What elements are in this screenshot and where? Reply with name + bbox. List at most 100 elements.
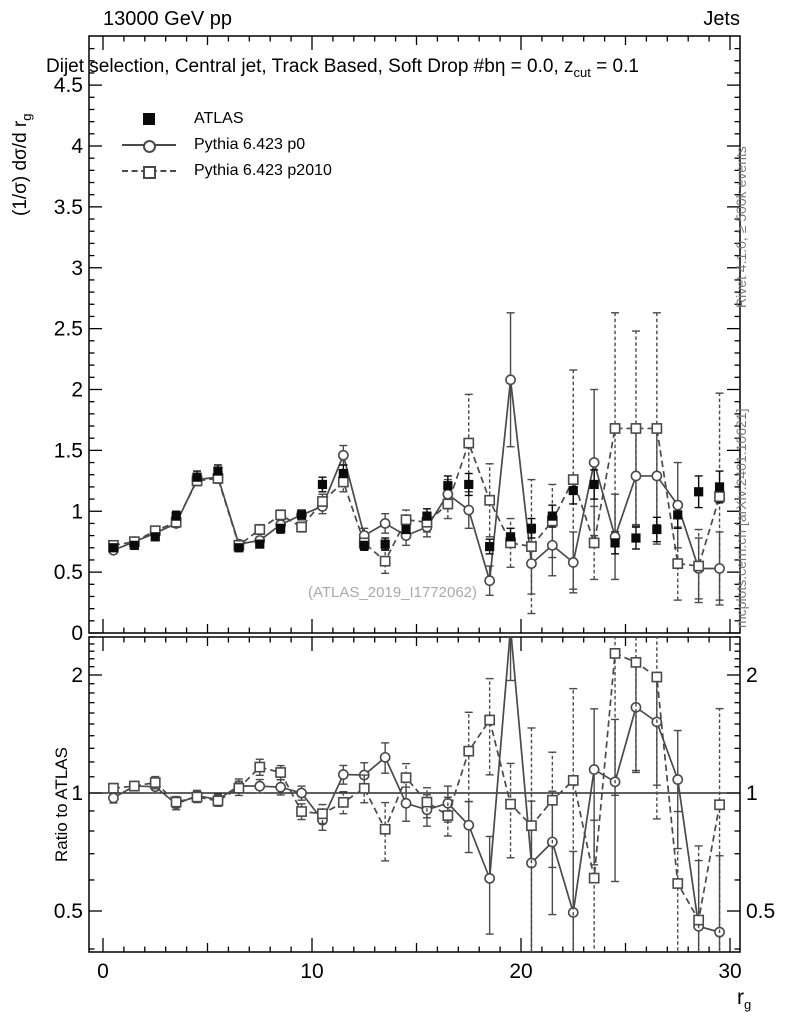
data-point-data-filled-square bbox=[694, 487, 704, 497]
ratio-panel-series bbox=[108, 637, 725, 952]
y-tick-label: 1.5 bbox=[54, 439, 83, 462]
data-point-dashed-open-square bbox=[442, 810, 454, 821]
data-point-dashed-open-square bbox=[233, 782, 245, 794]
y-tick-label: 4.5 bbox=[54, 74, 83, 97]
y-tick-label: 2.5 bbox=[54, 318, 83, 341]
data-point-solid-open-circle bbox=[400, 797, 412, 809]
x-tick-label: 0 bbox=[97, 960, 109, 983]
data-point-data-filled-square bbox=[234, 543, 244, 553]
data-point-dashed-open-square bbox=[317, 808, 328, 820]
data-point-dashed-open-square bbox=[337, 796, 349, 808]
data-point-dashed-open-square bbox=[630, 423, 642, 434]
data-point-solid-open-circle bbox=[463, 819, 475, 831]
y-tick-label: 3 bbox=[71, 257, 83, 280]
data-point-dashed-open-square bbox=[296, 806, 307, 817]
x-tick-label: 20 bbox=[509, 960, 532, 983]
data-point-dashed-open-square bbox=[609, 423, 621, 434]
data-point-solid-open-circle bbox=[672, 774, 684, 785]
ratio-tick-label-left: 2 bbox=[71, 664, 83, 687]
data-point-solid-open-circle bbox=[337, 769, 349, 780]
data-point-dashed-open-square bbox=[630, 656, 642, 668]
main-panel-series bbox=[108, 312, 725, 615]
data-point-dashed-open-square bbox=[484, 494, 496, 506]
data-point-dashed-open-square bbox=[672, 558, 684, 570]
data-point-data-filled-square bbox=[317, 479, 328, 490]
x-tick-label: 30 bbox=[718, 960, 741, 983]
ratio-axis-label: Ratio to ATLAS bbox=[52, 747, 71, 862]
data-point-data-filled-square bbox=[401, 524, 411, 535]
data-point-dashed-open-square bbox=[651, 423, 663, 434]
y-tick-label: 3.5 bbox=[54, 196, 83, 219]
data-point-data-filled-square bbox=[255, 539, 265, 549]
data-point-dashed-open-square bbox=[526, 541, 537, 552]
data-point-solid-open-circle bbox=[526, 558, 537, 570]
data-point-dashed-open-square bbox=[212, 795, 224, 807]
data-point-data-filled-square bbox=[485, 541, 495, 552]
data-point-dashed-open-square bbox=[526, 820, 537, 832]
series-line-solid bbox=[113, 637, 720, 933]
data-point-dashed-open-square bbox=[149, 777, 161, 788]
circle-line-marker-icon bbox=[122, 136, 176, 154]
data-point-dashed-open-square bbox=[609, 648, 621, 659]
data-point-dashed-open-square bbox=[714, 799, 725, 811]
ratio-tick-label-left: 0.5 bbox=[54, 900, 83, 923]
y-tick-label: 4 bbox=[71, 135, 83, 158]
legend-label-pythia-p2010: Pythia 6.423 p2010 bbox=[194, 162, 332, 179]
y-axis-label: (1/σ) dσ/d rg bbox=[10, 114, 34, 217]
data-point-dashed-open-square bbox=[400, 514, 412, 526]
ratio-tick-label-left: 1 bbox=[71, 782, 83, 805]
data-point-solid-open-circle bbox=[484, 872, 496, 884]
data-point-data-filled-square bbox=[652, 524, 662, 535]
data-point-dashed-open-square bbox=[337, 476, 349, 488]
y-tick-label: 2 bbox=[71, 379, 83, 402]
data-point-dashed-open-square bbox=[484, 714, 496, 726]
data-point-dashed-open-square bbox=[693, 914, 705, 926]
data-point-data-filled-square bbox=[150, 532, 160, 542]
legend-item-pythia-p0: Pythia 6.423 p0 bbox=[122, 132, 332, 158]
data-point-solid-open-circle bbox=[254, 780, 266, 792]
data-point-dashed-open-square bbox=[463, 745, 475, 757]
legend: ATLAS Pythia 6.423 p0 Pythia 6.423 p2010 bbox=[122, 106, 332, 184]
data-point-solid-open-circle bbox=[463, 504, 475, 516]
x-tick-label: 10 bbox=[300, 960, 323, 983]
data-point-dashed-open-square bbox=[191, 791, 203, 803]
data-point-dashed-open-square bbox=[275, 767, 287, 778]
data-point-solid-open-circle bbox=[588, 764, 600, 775]
data-point-data-filled-square bbox=[192, 472, 202, 482]
ratio-tick-label-right: 0.5 bbox=[746, 900, 775, 923]
data-point-solid-open-circle bbox=[484, 575, 496, 587]
data-point-solid-open-circle bbox=[546, 539, 558, 551]
filled-square-marker-icon bbox=[122, 110, 176, 128]
data-point-data-filled-square bbox=[547, 511, 557, 521]
data-point-dashed-open-square bbox=[588, 872, 600, 884]
y-tick-label: 1 bbox=[71, 500, 83, 523]
y-axis-label-sub: g bbox=[18, 113, 34, 121]
y-tick-label: 0.5 bbox=[54, 561, 83, 584]
x-axis-label-sub: g bbox=[744, 997, 752, 1013]
data-point-dashed-open-square bbox=[567, 474, 579, 485]
data-point-solid-open-circle bbox=[672, 499, 684, 511]
data-point-data-filled-square bbox=[631, 533, 641, 543]
main-y-labels: 0 0.5 1 1.5 2 2.5 3 3.5 4 4.5 bbox=[54, 74, 84, 645]
data-point-data-filled-square bbox=[422, 511, 432, 521]
data-point-dashed-open-square bbox=[296, 521, 307, 533]
square-dashed-line-marker-icon bbox=[122, 162, 176, 180]
data-point-solid-open-circle bbox=[379, 751, 391, 763]
data-point-data-filled-square bbox=[129, 540, 139, 550]
y-tick-label: 0 bbox=[71, 622, 83, 645]
data-point-data-filled-square bbox=[673, 510, 683, 520]
data-point-dashed-open-square bbox=[714, 491, 725, 503]
legend-item-atlas: ATLAS bbox=[122, 106, 332, 132]
data-point-dashed-open-square bbox=[546, 794, 558, 806]
data-point-dashed-open-square bbox=[463, 437, 475, 449]
data-point-dashed-open-square bbox=[379, 823, 391, 835]
data-point-solid-open-circle bbox=[630, 470, 642, 482]
data-point-data-filled-square bbox=[505, 532, 516, 542]
legend-label-atlas: ATLAS bbox=[194, 110, 244, 127]
x-axis-label-text: r bbox=[737, 986, 744, 1009]
y-axis-label-text: (1/σ) dσ/d r bbox=[10, 120, 31, 216]
data-point-data-filled-square bbox=[108, 543, 119, 553]
data-point-data-filled-square bbox=[171, 511, 181, 521]
data-point-dashed-open-square bbox=[588, 537, 600, 549]
